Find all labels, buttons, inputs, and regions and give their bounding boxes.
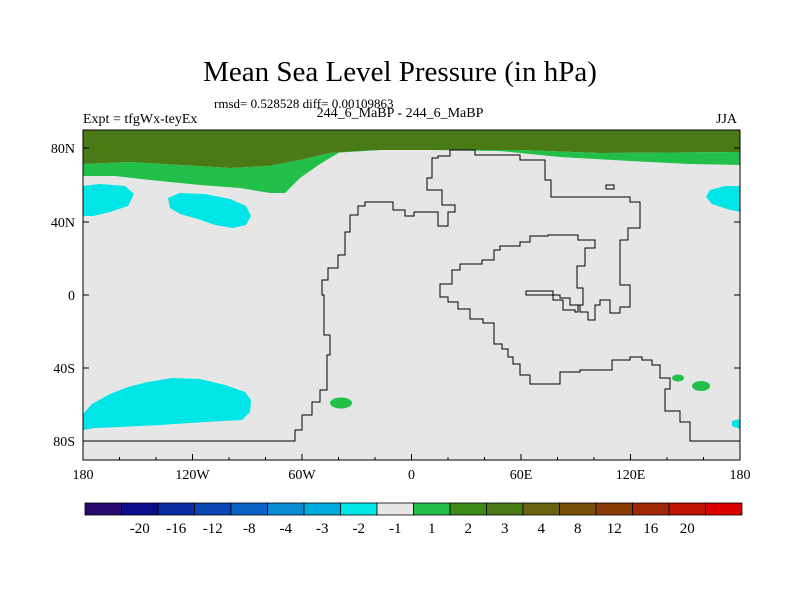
lat-tick-label: 40S [53,362,75,377]
lat-tick-label: 40N [51,216,75,231]
colorbar-swatch [157,502,195,516]
lon-tick-label: 180 [73,468,94,483]
colorbar-swatch [632,502,670,516]
lon-tick-label: 0 [408,468,415,483]
low-pressure-patch-ne [706,186,740,212]
colorbar-label: 2 [465,521,473,537]
stats-subtitle: rmsd= 0.528528 diff= 0.00109863 [214,96,394,111]
colorbar-swatch [230,502,268,516]
map-title: Mean Sea Level Pressure (in hPa) [203,56,597,88]
island-outline [605,184,615,190]
colorbar-label: 12 [607,521,622,537]
map-plot-area [83,130,740,460]
colorbar-swatch [668,502,706,516]
lon-tick-label: 180 [730,468,751,483]
colorbar-label: -16 [166,521,186,537]
longitude-axis: 180 120W 60W 0 60E 120E 180 [73,454,751,483]
colorbar-label: -1 [389,521,402,537]
colorbar-label: 1 [428,521,436,537]
colorbar-swatch [340,502,378,516]
low-pressure-patch-nw [83,184,134,216]
colorbar-label: 8 [574,521,582,537]
colorbar-swatch [194,502,232,516]
colorbar-label: -12 [203,521,223,537]
low-pressure-patch-se [732,419,740,429]
low-pressure-patch-south-pacific [83,378,251,430]
latitude-axis: 80N 40N 0 40S 80S [51,142,740,450]
colorbar-swatch [376,502,414,516]
colorbar-label: 4 [538,521,546,537]
low-pressure-patch-north-pacific [168,193,251,228]
colorbar-swatch [705,502,743,516]
lat-tick-label: 80N [51,142,75,157]
colorbar-swatch [522,502,560,516]
lon-tick-label: 60W [288,468,316,483]
continent-outlines [83,149,740,442]
lat-tick-label: 80S [53,435,75,450]
colorbar-label: -20 [130,521,150,537]
colorbar-label: 20 [680,521,695,537]
colorbar-swatch [595,502,633,516]
coastline-pangea [83,149,740,442]
season-label: JJA [716,112,738,127]
colorbar-swatch [559,502,597,516]
colorbar-label: 16 [643,521,659,537]
colorbar-swatch [84,502,122,516]
colorbar-swatch [449,502,487,516]
colorbar-swatch [486,502,524,516]
colorbar-swatch [413,502,451,516]
colorbar: -20 -16 -12 -8 -4 -3 -2 -1 1 2 3 4 8 12 16 20 [84,502,743,537]
colorbar-swatch [121,502,159,516]
high-pressure-band [83,150,740,193]
lon-tick-label: 60E [510,468,533,483]
high-pressure-blob-south-atlantic [330,397,352,409]
colorbar-swatch [267,502,305,516]
high-pressure-blob-2 [692,381,710,391]
colorbar-label: -3 [316,521,329,537]
case-label: 244_6_MaBP - 244_6_MaBP [316,106,484,121]
colorbar-label: -2 [353,521,366,537]
colorbar-label: -4 [280,521,293,537]
lat-tick-label: 0 [68,289,75,304]
high-pressure-band-dark [83,130,740,168]
lon-tick-label: 120E [616,468,646,483]
colorbar-swatch [303,502,341,516]
experiment-label: Expt = tfgWx-teyEx [83,112,198,127]
lon-tick-label: 120W [175,468,210,483]
colorbar-label: -8 [243,521,256,537]
high-pressure-blob-1 [672,374,684,382]
colorbar-label: 3 [501,521,509,537]
